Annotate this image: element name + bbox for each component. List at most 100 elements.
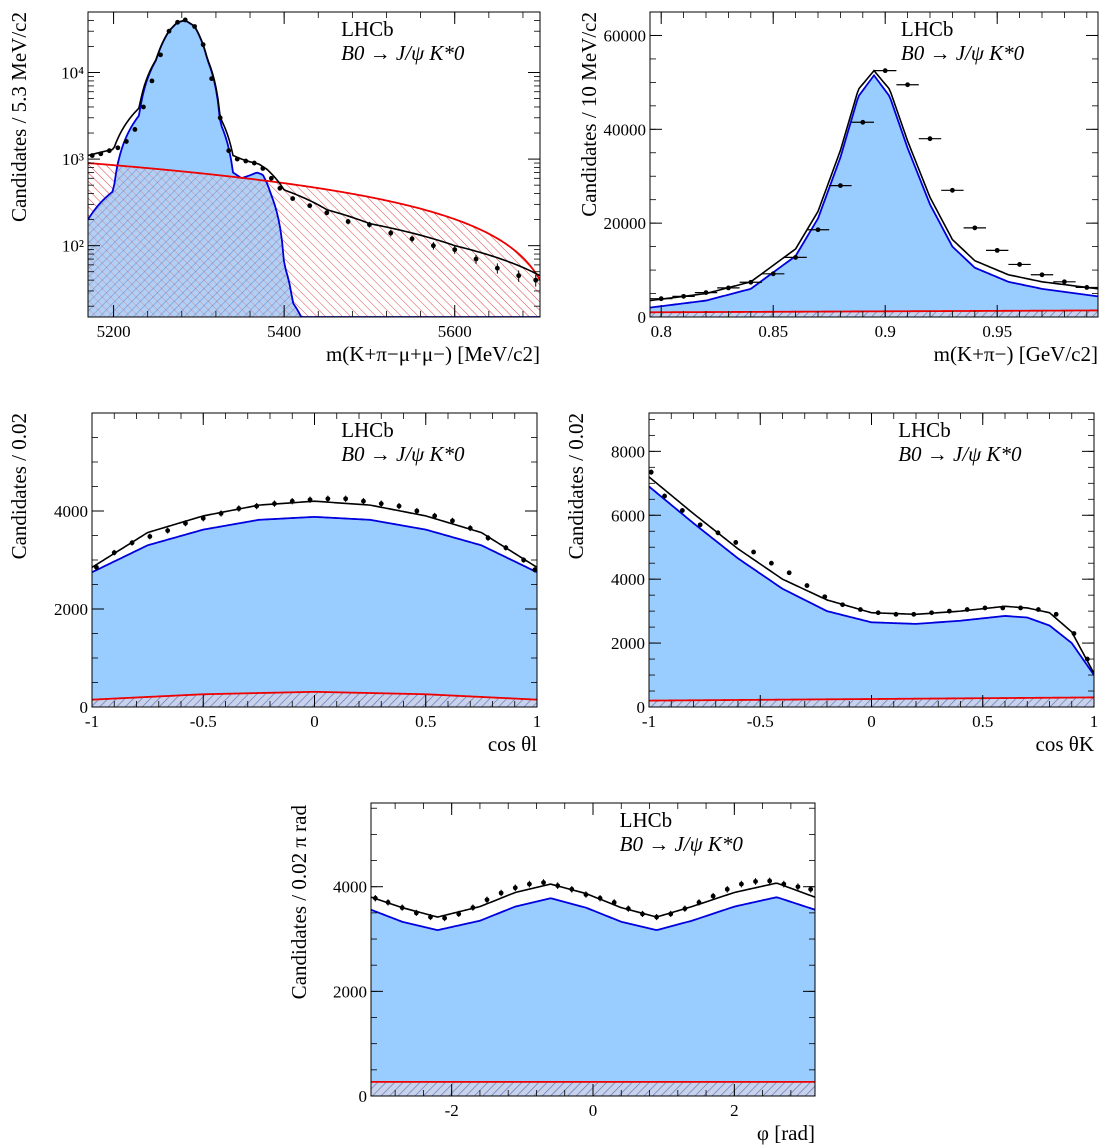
data-point [696, 899, 702, 906]
data-point [896, 82, 919, 88]
data-point [106, 148, 112, 154]
data-point [217, 115, 223, 121]
data-point [597, 895, 603, 902]
data-point [768, 560, 774, 566]
data-point [432, 512, 438, 519]
data-point [875, 610, 881, 616]
data-point [361, 498, 366, 505]
data-point [1075, 285, 1098, 290]
data-point [473, 254, 479, 264]
x-tick-label: -1 [642, 712, 656, 731]
y-tick-label: 60000 [604, 26, 647, 45]
data-point [129, 540, 135, 546]
data-point [277, 185, 283, 191]
data-point [1008, 262, 1031, 267]
data-point [733, 540, 739, 545]
y-tick-label: 4000 [333, 878, 367, 897]
axes-frame [87, 11, 541, 318]
experiment-label: LHCb [898, 418, 951, 442]
data-point [289, 498, 295, 505]
data-point [452, 245, 458, 254]
data-point [141, 104, 146, 110]
y-tick-label: 8000 [611, 442, 645, 461]
data-point [165, 527, 171, 534]
data-point [325, 495, 331, 502]
data-point [851, 119, 874, 125]
y-tick-label: 40000 [604, 120, 647, 139]
x-tick-label: 1 [533, 712, 542, 731]
y-tick-label: 10² [62, 237, 84, 256]
signal-fill-area [92, 516, 537, 707]
data-point [829, 183, 852, 189]
data-point [428, 914, 433, 921]
data-point [668, 910, 674, 918]
data-point [532, 567, 537, 573]
x-axis-label: cos θl [488, 732, 537, 756]
data-point [625, 905, 631, 912]
data-point [450, 517, 455, 524]
data-point [175, 19, 180, 25]
data-point [682, 905, 688, 912]
total-fit-curve [88, 19, 540, 277]
signal-fill-area [371, 897, 815, 1096]
data-point [762, 271, 785, 277]
data-point [413, 909, 419, 916]
x-tick-label: 5600 [438, 322, 472, 341]
data-point [260, 166, 266, 171]
x-tick-label: -0.5 [190, 712, 217, 731]
x-tick-label: -1 [85, 712, 99, 731]
plot-area [88, 17, 540, 317]
plot-area [371, 877, 815, 1096]
experiment-label: LHCb [341, 17, 394, 41]
background-curve [650, 309, 1098, 314]
data-point [385, 899, 391, 906]
data-point [115, 145, 121, 151]
background-curve [92, 690, 537, 701]
x-axis-label: m(K+π−μ+μ−) [MeV/c2] [326, 342, 540, 366]
data-point [767, 877, 773, 885]
data-point [1030, 272, 1054, 278]
data-point [94, 564, 99, 570]
data-point [893, 611, 899, 617]
x-tick-label: -0.5 [747, 712, 774, 731]
data-point [857, 607, 863, 612]
data-point [795, 883, 801, 891]
data-point [307, 496, 313, 503]
signal-curve [371, 896, 815, 932]
data-point [123, 139, 129, 144]
data-point [209, 76, 215, 82]
x-tick-label: 2 [730, 1101, 739, 1120]
data-point [583, 891, 589, 898]
y-tick-label: 4000 [54, 502, 88, 521]
data-point [268, 175, 274, 181]
data-point [753, 878, 758, 885]
y-tick-label: 2000 [54, 600, 88, 619]
data-point [290, 196, 296, 201]
decay-label: B0 → J/ψ K*0 [620, 832, 744, 856]
data-point [786, 570, 792, 576]
data-point [679, 507, 685, 513]
data-point [781, 880, 787, 888]
data-point [226, 148, 232, 154]
x-tick-label: 0 [589, 1101, 598, 1120]
data-point [986, 247, 1009, 253]
panel-mass_kpi: 0.8 0.85 0.9 0.95 0 20000 40000 60000 m(K+π−) [G… [577, 11, 1099, 366]
data-point [200, 515, 206, 522]
data-point [1018, 605, 1023, 611]
y-axis-label: Candidates / 0.02 π rad [287, 805, 311, 1000]
data-point [345, 218, 351, 225]
data-point [640, 910, 645, 918]
data-point [494, 263, 500, 274]
data-point [672, 293, 695, 299]
x-tick-label: 0.5 [415, 712, 436, 731]
data-point [541, 879, 546, 886]
x-tick-label: 1 [1090, 712, 1099, 731]
y-tick-label: 2000 [611, 634, 645, 653]
data-point [503, 544, 509, 551]
y-axis-label: Candidates / 0.02 [7, 413, 31, 559]
plot-area [650, 68, 1098, 317]
data-point [516, 270, 522, 282]
data-point [982, 605, 988, 611]
data-point [694, 290, 718, 295]
